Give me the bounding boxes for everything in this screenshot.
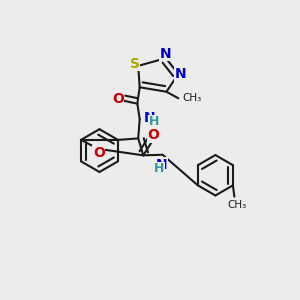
- Text: H: H: [148, 115, 159, 128]
- Text: S: S: [130, 56, 140, 70]
- Text: CH₃: CH₃: [182, 93, 201, 103]
- Text: N: N: [175, 67, 187, 81]
- Text: CH₃: CH₃: [227, 200, 246, 210]
- Text: N: N: [160, 47, 172, 61]
- Text: H: H: [154, 163, 164, 176]
- Text: O: O: [148, 128, 160, 142]
- Text: N: N: [143, 111, 155, 125]
- Text: N: N: [156, 158, 168, 172]
- Text: O: O: [112, 92, 124, 106]
- Text: O: O: [93, 146, 105, 160]
